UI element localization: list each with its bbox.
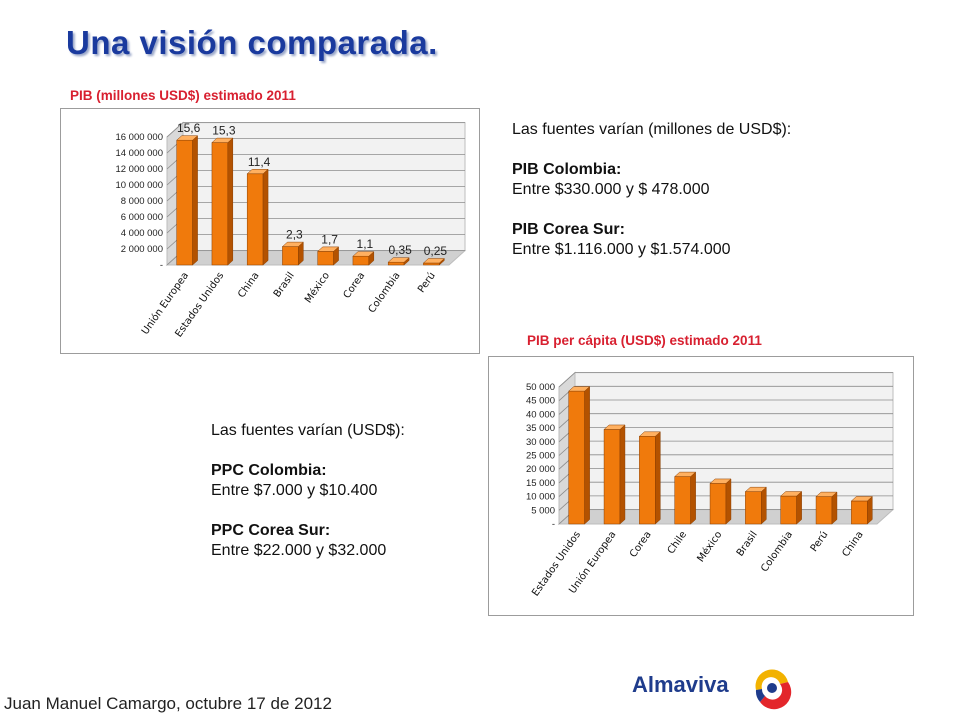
bar [281,241,304,266]
data-label: 2,3 [286,228,303,242]
footer-credit: Juan Manuel Camargo, octubre 17 de 2012 [4,694,332,713]
bar [568,386,591,525]
gridline [558,372,893,388]
bar [211,137,234,266]
y-tick-label: 14 000 000 [115,148,163,159]
y-tick-label: 20 000 [526,464,555,475]
gdp-colombia-range: Entre $330.000 y $ 478.000 [512,181,710,198]
category-label: Corea [342,270,368,300]
category-label: Brasil [272,270,297,299]
page-title: Una visión comparada. [66,24,438,61]
y-tick-label: - [552,519,555,530]
ppc-sources-info: Las fuentes varían (USD$): PPC Colombia:… [211,421,405,561]
bar [387,257,410,266]
y-tick-label: 2 000 000 [121,244,163,255]
bar [246,168,269,266]
category-label: Perú [415,270,438,295]
y-tick-label: 45 000 [526,396,555,407]
ppc-korea-range: Entre $22.000 y $32.000 [211,542,387,559]
gdp-chart: - 2 000 000 4 000 000 6 000 000 8 000 000 10 … [60,108,480,354]
bar [815,491,838,525]
ppc-sources-intro: Las fuentes varían (USD$): [211,422,405,439]
data-label: 0,35 [388,243,412,257]
gdp-sources-info: Las fuentes varían (millones de USD$): P… [512,120,791,260]
y-tick-label: 8 000 000 [121,196,163,207]
ppc-chart-title: PIB per cápita (USD$) estimado 2011 [527,333,762,348]
category-label: Colombia [367,270,403,315]
gdp-korea-range: Entre $1.116.000 y $1.574.000 [512,241,731,258]
data-label: 1,7 [321,232,338,246]
data-label: 1,1 [357,237,374,251]
gdp-korea-label: PIB Corea Sur: [512,221,625,238]
y-tick-label: 5 000 [531,505,555,516]
data-label: 15,3 [212,124,236,138]
ppc-colombia-range: Entre $7.000 y $10.400 [211,482,378,499]
gdp-sources-intro: Las fuentes varían (millones de USD$): [512,121,792,138]
y-tick-label: 12 000 000 [115,164,163,175]
bar [317,246,340,266]
ppc-chart-svg: - 5 000 10 000 15 000 20 000 25 000 30 000 35 0… [526,371,895,598]
category-label: China [236,270,261,300]
category-label: China [840,529,865,559]
ppc-colombia-label: PPC Colombia: [211,462,327,479]
logo-text: Almaviva [632,672,729,697]
y-tick-label: 6 000 000 [121,212,163,223]
bar [176,135,199,266]
y-tick-label: 30 000 [526,437,555,448]
y-tick-label: 16 000 000 [115,132,163,143]
category-label: Colombia [759,529,795,574]
data-label: 0,25 [424,244,448,258]
gridline [166,122,465,138]
bar [603,424,626,525]
bar [709,478,732,525]
y-tick-label: 40 000 [526,409,555,420]
bar [780,490,803,525]
almaviva-logo: Almaviva [632,662,802,712]
bar [674,471,697,525]
gridline [558,385,893,401]
ppc-chart: - 5 000 10 000 15 000 20 000 25 000 30 000 35 0… [488,356,914,616]
category-label: Chile [666,529,689,556]
category-label: México [695,529,725,564]
category-label: México [302,270,332,305]
gdp-chart-svg: - 2 000 000 4 000 000 6 000 000 8 000 000 10 … [115,121,467,339]
data-label: 15,6 [177,121,201,135]
data-label: 11,4 [248,155,271,169]
y-tick-label: 25 000 [526,451,555,462]
y-tick-label: 15 000 [526,478,555,489]
bar [638,431,661,525]
y-tick-label: 10 000 [526,492,555,503]
bar [352,251,375,266]
y-tick-label: 50 000 [526,382,555,393]
gdp-colombia-label: PIB Colombia: [512,161,622,178]
category-label: Corea [628,529,654,559]
y-tick-label: - [160,260,163,271]
bar [744,486,767,525]
category-label: Brasil [735,529,760,558]
logo-mark-icon [755,669,792,710]
bar [850,495,873,525]
gdp-chart-title: PIB (millones USD$) estimado 2011 [70,88,296,103]
y-tick-label: 35 000 [526,423,555,434]
y-tick-label: 4 000 000 [121,228,163,239]
ppc-korea-label: PPC Corea Sur: [211,522,331,539]
y-tick-label: 10 000 000 [115,180,163,191]
category-label: Perú [808,529,831,554]
bar [422,257,445,266]
